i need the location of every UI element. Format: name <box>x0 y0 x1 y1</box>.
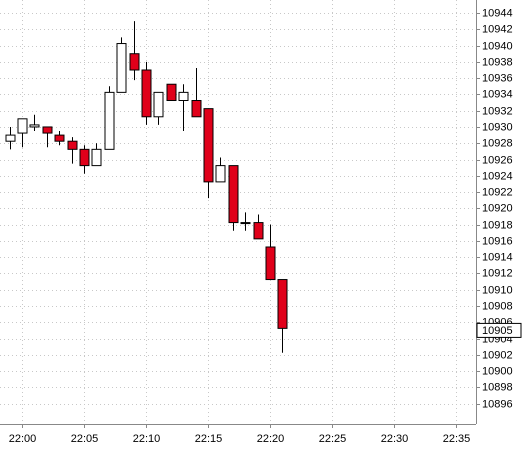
current-price-box <box>476 322 522 338</box>
y-tick-label: 10924 <box>482 170 513 182</box>
candle-body <box>104 91 115 150</box>
candle-body <box>67 140 78 150</box>
y-tick-label: 10902 <box>482 349 513 361</box>
y-tick-label: 10942 <box>482 23 513 35</box>
y-tick-label: 10934 <box>482 88 513 100</box>
candle-body <box>91 148 102 167</box>
y-tick-label: 10940 <box>482 40 513 52</box>
candle-body <box>166 83 177 102</box>
y-tick-label: 10922 <box>482 186 513 198</box>
y-tick-label: 10926 <box>482 154 513 166</box>
y-tick-label: 10900 <box>482 365 513 377</box>
candle-body <box>79 148 90 167</box>
candle-body <box>5 134 16 142</box>
y-tick-label: 10920 <box>482 202 513 214</box>
x-tick-label: 22:10 <box>133 433 161 445</box>
candle-body <box>277 279 288 329</box>
x-tick-label: 22:35 <box>443 433 471 445</box>
x-tick-label: 22:25 <box>319 433 347 445</box>
x-tick-label: 22:05 <box>71 433 99 445</box>
x-tick-label: 22:00 <box>9 433 37 445</box>
candle-body <box>265 246 276 281</box>
candle-body <box>215 165 226 183</box>
y-tick-label: 10936 <box>482 72 513 84</box>
current-price-label: 10905 <box>482 325 513 337</box>
x-tick-label: 22:20 <box>257 433 285 445</box>
y-tick-label: 10916 <box>482 235 513 247</box>
y-tick-label: 10908 <box>482 300 513 312</box>
candle-body <box>228 165 239 224</box>
candle-body <box>153 91 164 118</box>
y-tick-label: 10918 <box>482 219 513 231</box>
y-tick-label: 10944 <box>482 7 513 19</box>
x-tick-label: 22:15 <box>195 433 223 445</box>
y-tick-label: 10898 <box>482 381 513 393</box>
y-tick-label: 10930 <box>482 121 513 133</box>
x-tick-label: 22:30 <box>381 433 409 445</box>
candle-body <box>29 124 40 128</box>
candle-body <box>42 126 53 134</box>
candle-body <box>191 100 202 118</box>
y-tick-label: 10912 <box>482 267 513 279</box>
candle-body <box>240 222 251 225</box>
y-tick-label: 10928 <box>482 137 513 149</box>
candle-body <box>17 118 28 134</box>
y-tick-label: 10896 <box>482 398 513 410</box>
y-tick-label: 10914 <box>482 251 513 263</box>
candle-body <box>203 108 214 183</box>
candle-body <box>116 43 127 93</box>
candle-body <box>253 222 264 240</box>
y-tick-label: 10910 <box>482 284 513 296</box>
candle-body <box>129 53 140 71</box>
candle-body <box>178 91 189 102</box>
y-tick-label: 10938 <box>482 56 513 68</box>
candle-body <box>54 134 65 142</box>
candle-body <box>141 69 152 118</box>
y-tick-label: 10932 <box>482 105 513 117</box>
